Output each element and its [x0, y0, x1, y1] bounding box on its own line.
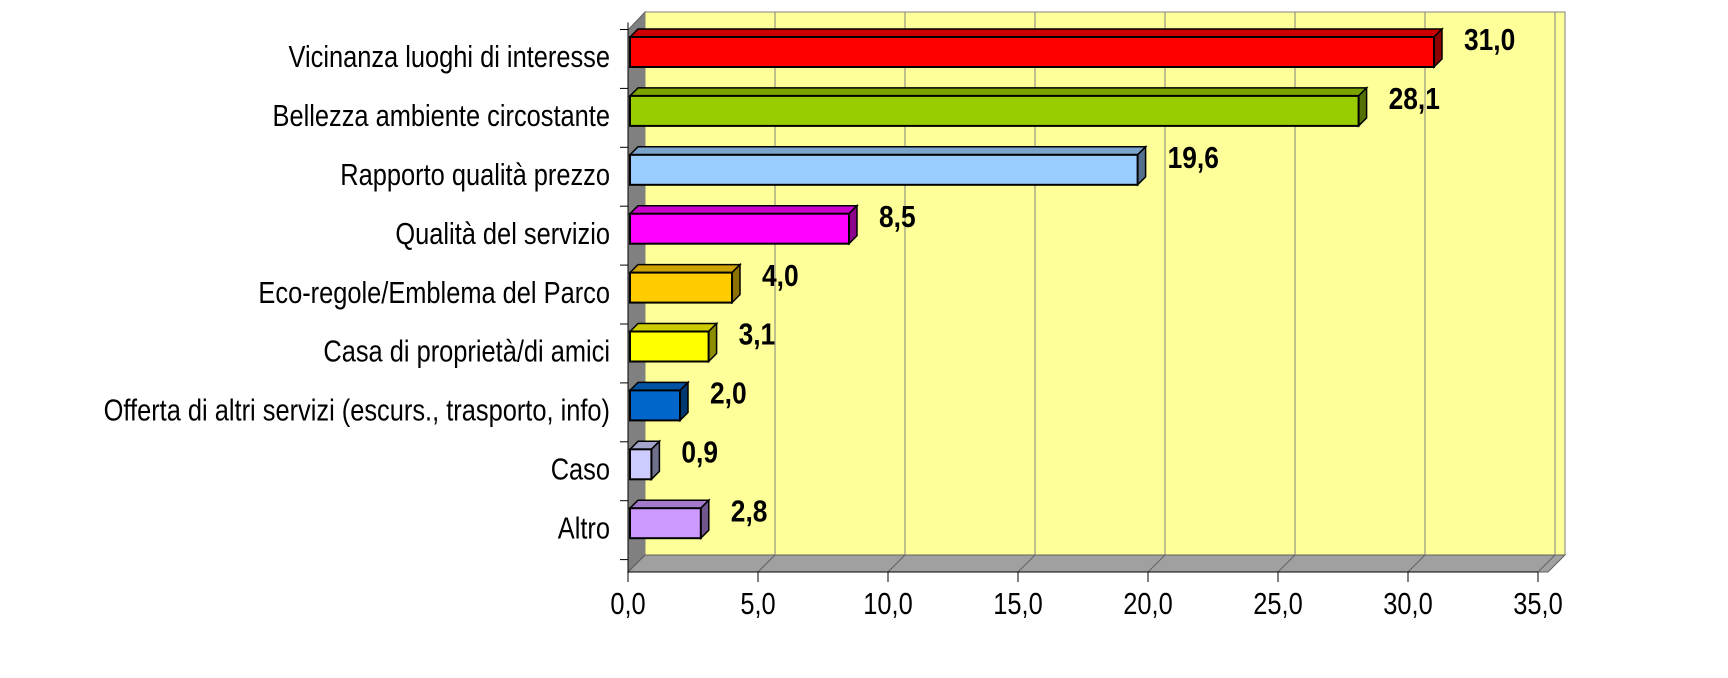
bar-top	[628, 263, 742, 274]
grid-line	[1537, 554, 1556, 573]
bar	[629, 36, 1435, 68]
x-tick-label: 30,0	[1383, 587, 1432, 622]
y-tick-label: Vicinanza luoghi di interesse	[288, 40, 610, 75]
y-tick-label: Qualità del servizio	[395, 217, 610, 252]
bar	[629, 448, 653, 481]
grid-line	[627, 554, 646, 573]
grid-line	[1017, 554, 1036, 573]
grid-line	[1277, 554, 1296, 573]
bar	[629, 153, 1139, 186]
x-tick-label: 35,0	[1513, 587, 1562, 622]
x-tick-label: 25,0	[1253, 587, 1302, 622]
data-label: 3,1	[739, 318, 776, 352]
data-label: 19,6	[1168, 141, 1219, 175]
floor	[626, 554, 1567, 573]
y-tick-label: Offerta di altri servizi (escurs., trasp…	[104, 393, 610, 428]
data-label: 28,1	[1389, 82, 1440, 116]
data-label: 0,9	[681, 436, 718, 470]
grid-line	[887, 554, 906, 573]
bar-top	[628, 322, 719, 333]
data-label: 2,0	[710, 377, 747, 411]
grid-line	[757, 554, 776, 573]
bar-top	[628, 499, 711, 509]
data-label: 2,8	[731, 494, 768, 528]
bar-top	[628, 28, 1444, 38]
grid-line	[1147, 554, 1166, 573]
grid-line	[1407, 554, 1426, 573]
bar	[629, 212, 850, 245]
bar	[629, 94, 1360, 127]
bar	[629, 330, 710, 363]
x-tick-label: 15,0	[993, 587, 1042, 622]
data-label: 4,0	[762, 259, 799, 293]
bar	[629, 389, 681, 422]
bar	[629, 507, 702, 540]
bar-top	[628, 204, 859, 215]
data-label: 8,5	[879, 200, 916, 234]
y-tick-label: Eco-regole/Emblema del Parco	[258, 275, 610, 310]
x-tick-label: 0,0	[610, 587, 645, 622]
bar-top	[628, 87, 1369, 97]
bar-top	[628, 381, 690, 392]
y-tick-label: Casa di proprietà/di amici	[323, 334, 610, 369]
bar	[629, 271, 733, 304]
x-tick-label: 20,0	[1123, 587, 1172, 622]
y-tick-label: Caso	[551, 452, 610, 487]
data-label: 31,0	[1464, 23, 1515, 57]
x-tick-label: 10,0	[863, 587, 912, 622]
x-tick-label: 5,0	[740, 587, 775, 622]
bar-top	[628, 146, 1148, 156]
y-tick-label: Bellezza ambiente circostante	[273, 99, 610, 134]
y-tick-label: Altro	[558, 511, 610, 546]
y-tick-label: Rapporto qualità prezzo	[340, 158, 610, 193]
